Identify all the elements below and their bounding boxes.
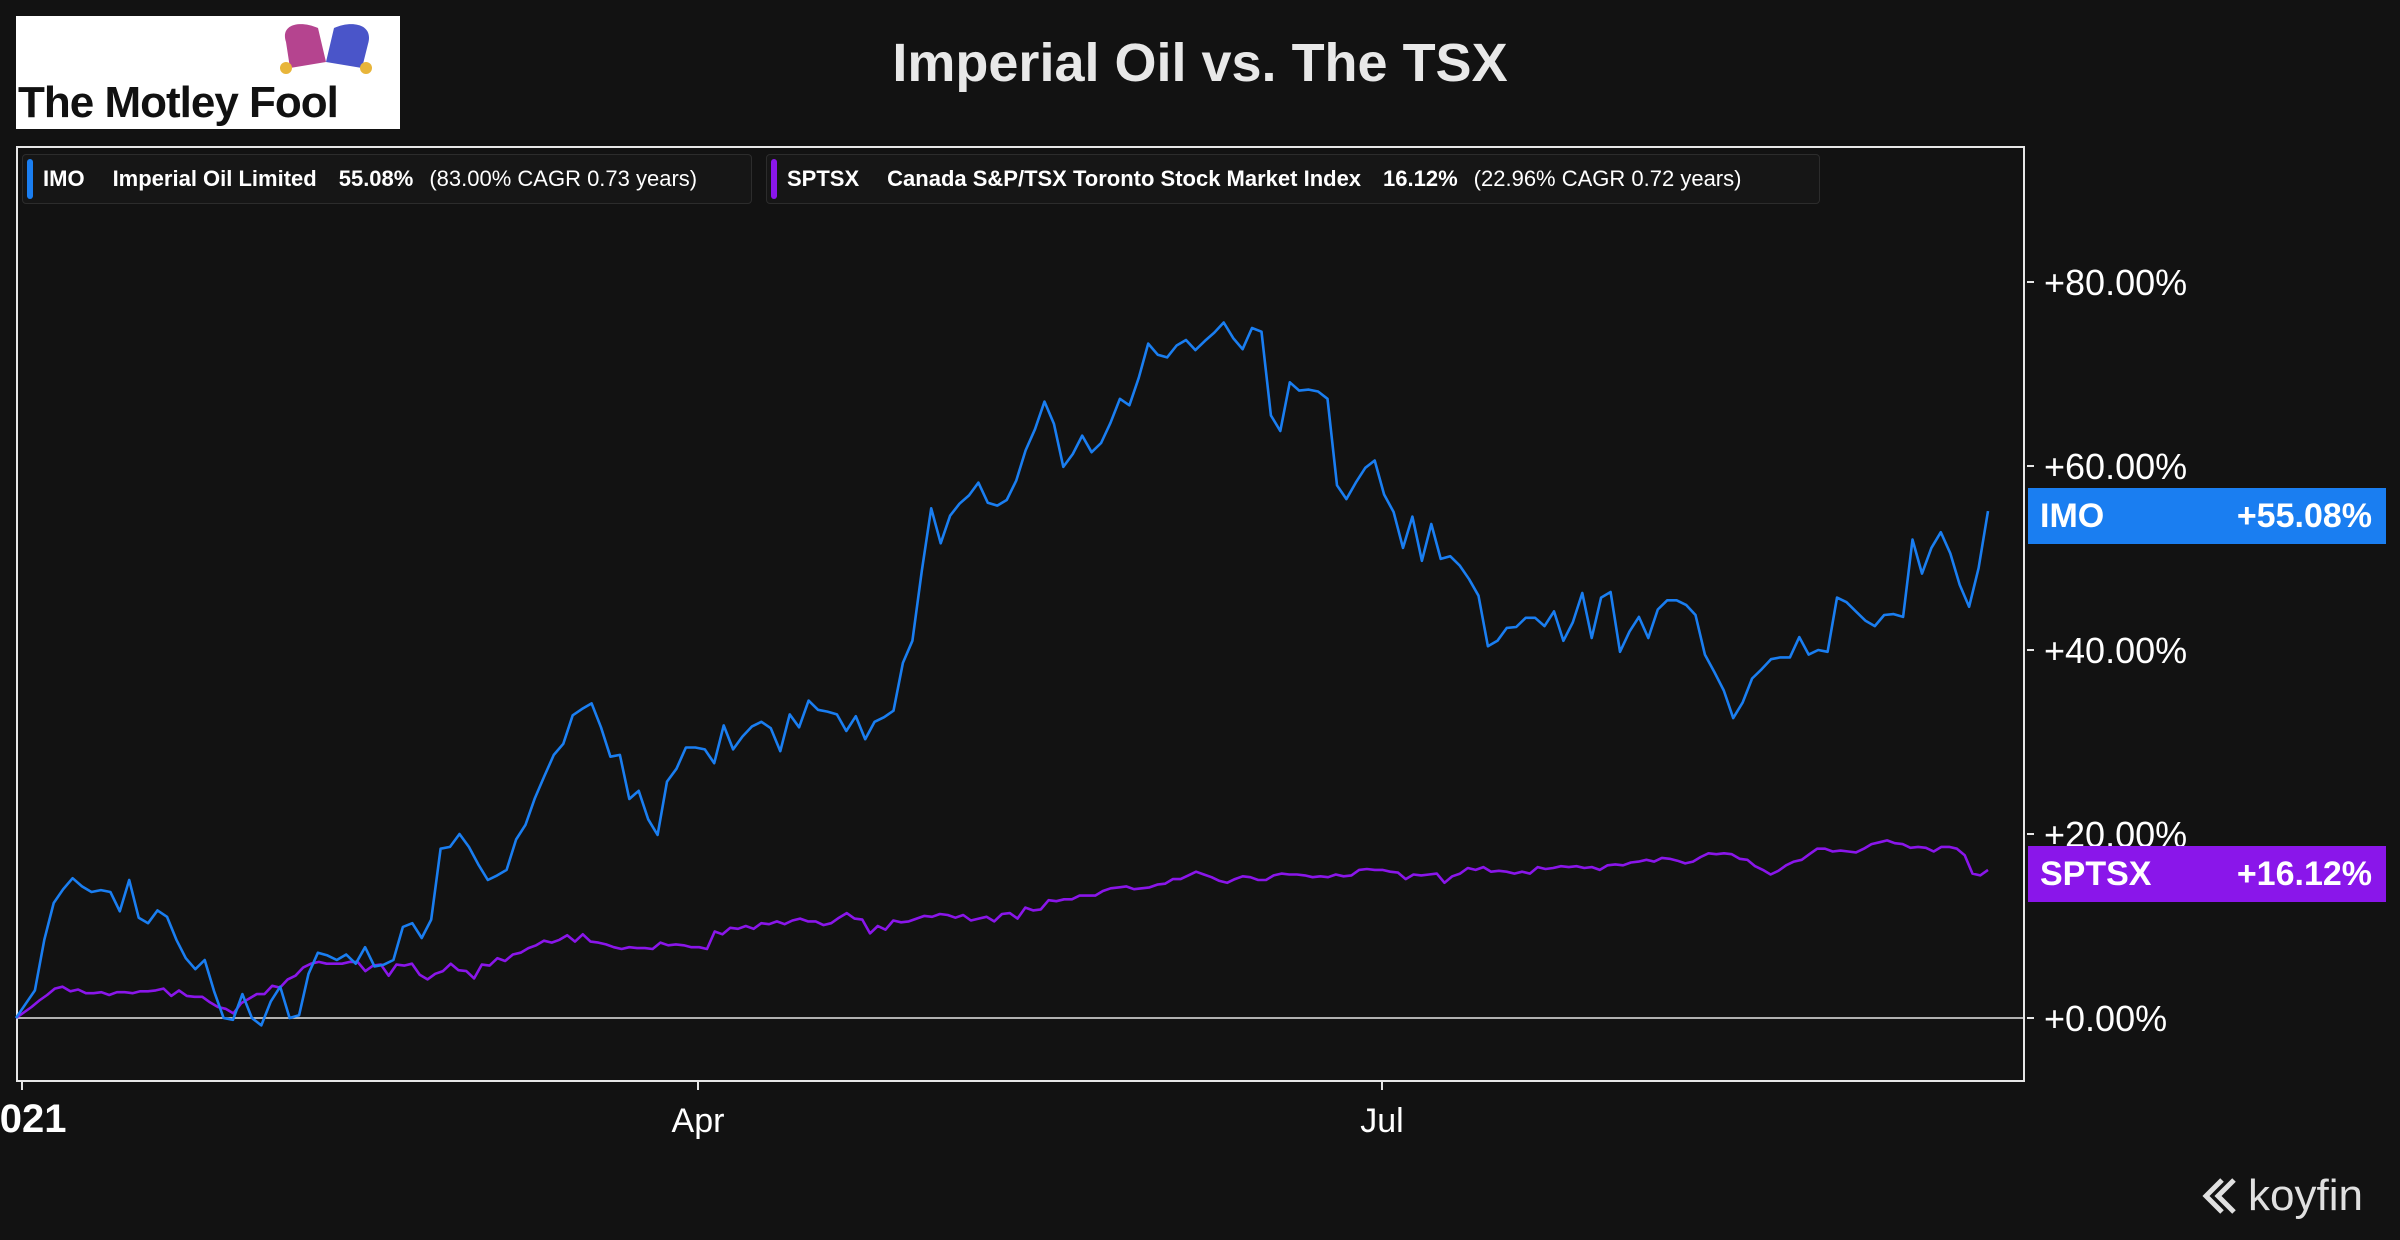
last-value-badge-imo: IMO +55.08% xyxy=(2028,488,2386,544)
badge-value: +16.12% xyxy=(2236,854,2372,893)
y-axis: +80.00%+60.00%+40.00%+20.00%+0.00% xyxy=(2027,262,2187,1039)
y-tick-label: +80.00% xyxy=(2044,262,2187,303)
legend-cagr: (22.96% CAGR 0.72 years) xyxy=(1473,166,1742,191)
legend-name: Canada S&P/TSX Toronto Stock Market Inde… xyxy=(887,166,1362,191)
y-tick-label: +40.00% xyxy=(2044,630,2187,671)
x-axis: 2021 Apr Jul xyxy=(0,1082,1404,1141)
series-layer xyxy=(14,321,1990,1027)
legend-ticker: IMO xyxy=(43,166,85,191)
series-line-sptsx[interactable] xyxy=(15,839,1989,1020)
legend-cagr: (83.00% CAGR 0.73 years) xyxy=(429,166,698,191)
series-line-imo[interactable] xyxy=(14,321,1990,1027)
logo-wordmark: The Motley Fool xyxy=(18,78,339,127)
y-tick-label: +0.00% xyxy=(2044,998,2167,1039)
legend-color-swatch xyxy=(27,159,33,199)
x-tick-label: 2021 xyxy=(0,1097,66,1141)
badge-label: SPTSX xyxy=(2040,854,2152,893)
legend-percent: 16.12% xyxy=(1383,166,1458,191)
legend-color-swatch xyxy=(771,159,777,199)
legend-name: Imperial Oil Limited xyxy=(112,166,317,191)
x-tick-label: Jul xyxy=(1360,1102,1403,1140)
badge-value: +55.08% xyxy=(2236,496,2372,535)
koyfin-logo-icon xyxy=(2202,1178,2236,1214)
legend-item-imo[interactable]: IMO Imperial Oil Limited 55.08% (83.00% … xyxy=(22,154,752,204)
jester-hat-icon xyxy=(280,24,372,74)
legend-ticker: SPTSX xyxy=(787,166,860,191)
chart-title: Imperial Oil vs. The TSX xyxy=(892,33,1508,93)
legend-item-sptsx[interactable]: SPTSX Canada S&P/TSX Toronto Stock Marke… xyxy=(766,154,1820,204)
plot-frame xyxy=(16,146,2025,1082)
koyfin-wordmark: koyfin xyxy=(2248,1171,2363,1220)
x-tick-label: Apr xyxy=(672,1102,725,1140)
motley-fool-logo: The Motley Fool xyxy=(16,16,400,129)
badge-label: IMO xyxy=(2040,496,2105,535)
legend-percent: 55.08% xyxy=(338,166,414,191)
last-value-badge-sptsx: SPTSX +16.12% xyxy=(2028,846,2386,902)
koyfin-brand: koyfin xyxy=(2200,1168,2363,1224)
y-tick-label: +60.00% xyxy=(2044,446,2187,487)
